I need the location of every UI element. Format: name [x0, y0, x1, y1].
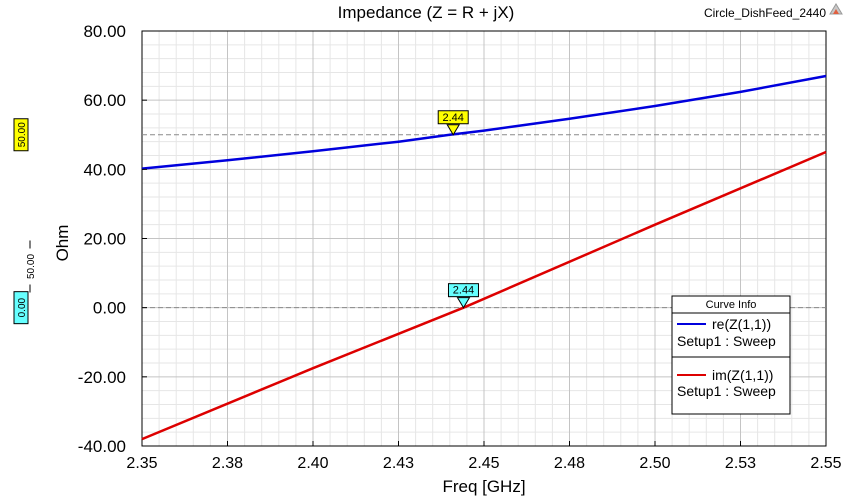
x-tick-label: 2.48	[554, 455, 585, 472]
side-scale-indicator: 50.00	[26, 240, 37, 293]
side-indicator-text: 50.00	[26, 254, 37, 279]
x-tick-label: 2.40	[297, 455, 328, 472]
legend-setup-re: Setup1 : Sweep	[677, 333, 776, 349]
y-axis-label: Ohm	[53, 225, 72, 262]
x-tick-label: 2.50	[639, 455, 670, 472]
y-tick-label: -40.00	[78, 437, 126, 456]
reference-label-box	[13, 118, 29, 152]
x-axis-label: Freq [GHz]	[442, 477, 525, 496]
reference-label: 0.00	[13, 291, 29, 325]
legend-entry-re: re(Z(1,1))	[712, 316, 771, 332]
y-tick-label: 20.00	[83, 230, 126, 249]
y-tick-label: 80.00	[83, 22, 126, 41]
legend-title: Curve Info	[706, 299, 757, 311]
reference-label-text: 50.00	[17, 122, 28, 147]
legend-setup-im: Setup1 : Sweep	[677, 383, 776, 399]
marker-label: 2.44	[453, 285, 474, 297]
x-tick-labels: 2.35 2.38 2.40 2.43 2.45 2.48 2.50 2.53 2.55	[126, 441, 842, 472]
y-tick-label: 40.00	[83, 160, 126, 179]
legend: Curve Info re(Z(1,1)) Setup1 : Sweep im(…	[671, 295, 791, 415]
marker: 2.44	[447, 283, 479, 309]
ansys-logo-icon	[829, 3, 843, 15]
reference-label-box	[13, 291, 29, 325]
x-tick-label: 2.55	[810, 455, 841, 472]
design-name: Circle_DishFeed_2440	[704, 6, 826, 20]
x-tick-label: 2.38	[212, 455, 243, 472]
y-tick-labels: 80.00 60.00 40.00 20.00 0.00 -20.00 -40.00	[78, 22, 147, 456]
marker-label: 2.44	[443, 112, 464, 124]
y-tick-label: 0.00	[93, 299, 126, 318]
chart-title: Impedance (Z = R + jX)	[338, 3, 515, 22]
y-tick-label: -20.00	[78, 368, 126, 387]
x-tick-label: 2.43	[383, 455, 414, 472]
legend-box	[671, 295, 791, 415]
marker: 2.44	[437, 110, 469, 136]
x-tick-label: 2.45	[468, 455, 499, 472]
marker-layer: 2.44 2.44	[437, 110, 479, 309]
series-line-re-z11	[141, 74, 827, 170]
x-tick-label: 2.35	[126, 455, 157, 472]
legend-entry-im: im(Z(1,1))	[712, 367, 773, 383]
marker-label-box	[437, 110, 469, 125]
marker-pointer	[446, 124, 461, 136]
x-tick-label: 2.53	[725, 455, 756, 472]
marker-label-box	[447, 283, 479, 298]
side-annotations: 50.00 0.00 50.00	[13, 118, 37, 325]
reference-label-text: 0.00	[17, 297, 28, 317]
reference-label: 50.00	[13, 118, 29, 152]
marker-pointer	[456, 297, 471, 309]
y-tick-label: 60.00	[83, 91, 126, 110]
